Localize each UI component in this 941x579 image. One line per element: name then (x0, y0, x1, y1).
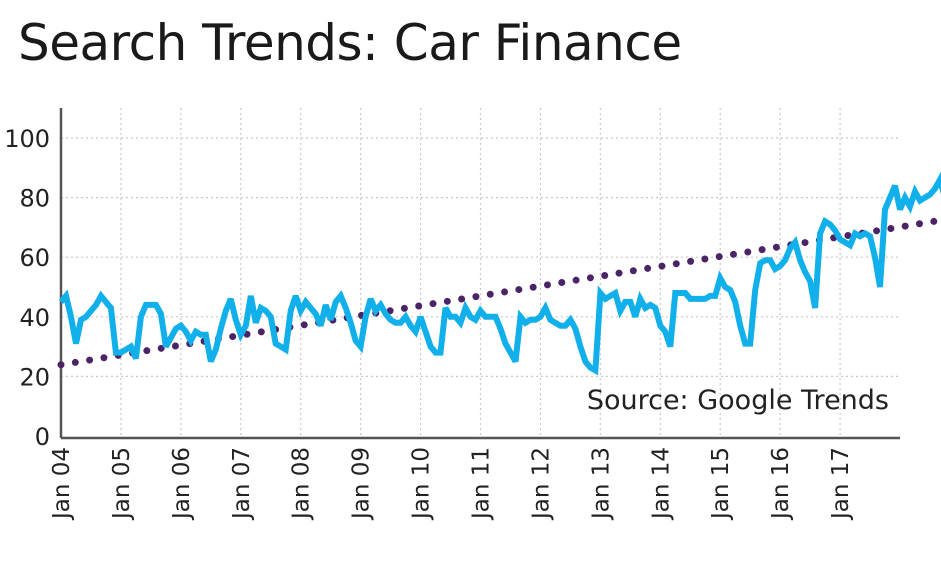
y-tick-label: 20 (19, 363, 50, 391)
y-tick-label: 0 (35, 423, 50, 451)
source-note: Source: Google Trends (587, 385, 889, 416)
x-tick-label: Jan 14 (648, 447, 674, 521)
x-tick-label: Jan 11 (469, 447, 495, 521)
trend-line (57, 216, 941, 369)
x-tick-label: Jan 07 (229, 447, 255, 521)
x-tick-label: Jan 16 (768, 447, 794, 521)
x-tick-label: Jan 15 (708, 447, 734, 521)
x-tick-label: Jan 12 (528, 447, 554, 521)
y-tick-label: 100 (4, 125, 50, 153)
x-axis-ticks: Jan 04 Jan 05 Jan 06 Jan 07 Jan 08 Jan 09 Jan … (49, 447, 854, 521)
x-tick-label: Jan 09 (349, 447, 375, 521)
y-tick-label: 60 (19, 244, 50, 272)
x-tick-label: Jan 05 (109, 447, 135, 521)
y-tick-label: 40 (19, 304, 50, 332)
x-tick-label: Jan 13 (588, 447, 614, 521)
x-tick-label: Jan 06 (169, 447, 195, 521)
x-tick-label: Jan 08 (289, 447, 315, 521)
y-tick-label: 80 (19, 185, 50, 213)
series-group (57, 171, 941, 376)
search-trend-line (58, 171, 941, 376)
x-tick-label: Jan 04 (49, 447, 75, 521)
x-tick-label: Jan 10 (409, 447, 435, 521)
chart-title: Search Trends: Car Finance (18, 14, 682, 72)
y-axis-ticks: 0 20 40 60 80 100 (4, 125, 50, 451)
x-tick-label: Jan 17 (828, 447, 854, 521)
